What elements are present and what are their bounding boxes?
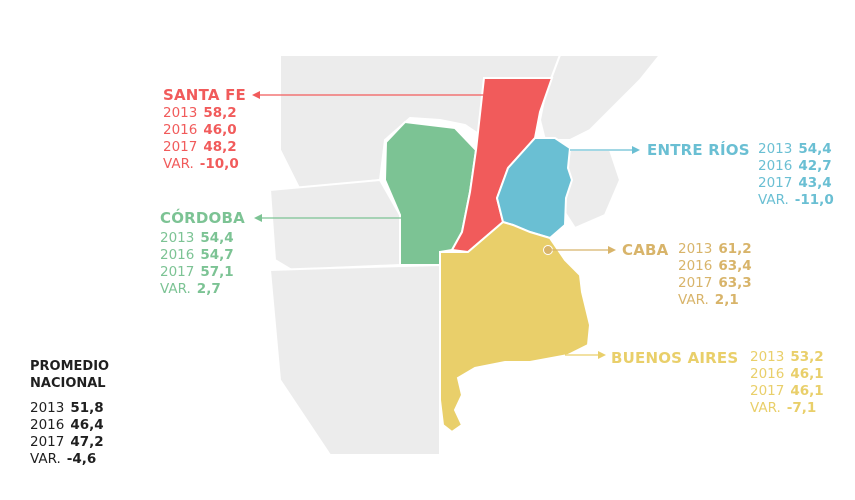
national-value: 47,2 [70,434,104,450]
entre-rios-year: 2016 [758,158,793,174]
santa-fe-row-2013: 2013 58,2 [163,105,239,122]
entre-rios-row-var: VAR. -11,0 [758,192,834,209]
cordoba-year: 2013 [160,230,195,246]
caba-row-2017: 2017 63,3 [678,275,752,292]
buenos-aires-year: 2016 [750,366,785,382]
national-year: VAR. [30,451,61,467]
entre-rios-year: 2013 [758,141,793,157]
cordoba-title: CÓRDOBA [160,209,245,227]
national-average-title: PROMEDIO NACIONAL [30,359,110,391]
santa-fe-year: 2016 [163,122,198,138]
entre-rios-row-2017: 2017 43,4 [758,175,834,192]
santa-fe-row-2017: 2017 48,2 [163,139,239,156]
leader-lines [252,91,640,359]
entre-rios-row-2016: 2016 42,7 [758,158,834,175]
cordoba-year: 2017 [160,264,195,280]
entre-rios-year: 2017 [758,175,793,191]
national-value: -4,6 [66,451,97,467]
santa-fe-title: SANTA FE [163,86,246,104]
buenos-aires-value: 53,2 [790,349,824,365]
buenos-aires-year: VAR. [750,400,781,416]
buenos-aires-arrowhead [598,351,606,359]
entre-rios-value: 43,4 [798,175,832,191]
northeast-region [539,54,661,141]
santa-fe-arrowhead [252,91,260,99]
cordoba-value: 57,1 [200,264,234,280]
buenos-aires-row-var: VAR. -7,1 [750,400,824,417]
caba-value: 63,4 [718,258,752,274]
caba-arrowhead [608,246,616,254]
buenos-aires-year: 2017 [750,383,785,399]
national-value: 51,8 [70,400,104,416]
entre-rios-year: VAR. [758,192,789,208]
cordoba-arrowhead [254,214,262,222]
cordoba-value: 2,7 [196,281,221,297]
buenos-aires-year: 2013 [750,349,785,365]
buenos-aires-row-2016: 2016 46,1 [750,366,824,383]
santa-fe-value: 58,2 [203,105,237,121]
national-year: 2017 [30,434,65,450]
caba-year: VAR. [678,292,709,308]
buenos-aires-row-2013: 2013 53,2 [750,349,824,366]
cordoba-value: 54,4 [200,230,234,246]
buenos-aires-row-2017: 2017 46,1 [750,383,824,400]
cordoba-row-2017: 2017 57,1 [160,264,234,281]
caba-value: 2,1 [714,292,739,308]
entre-rios-row-2013: 2013 54,4 [758,141,834,158]
santa-fe-stats: 2013 58,2 2016 46,0 2017 48,2 VAR. -10,0 [163,105,239,173]
national-year: 2013 [30,400,65,416]
buenos-aires-region [439,220,592,434]
caba-marker [543,245,553,255]
national-row-var: VAR. -4,6 [30,451,104,468]
caba-year: 2013 [678,241,713,257]
santa-fe-row-2016: 2016 46,0 [163,122,239,139]
caba-stats: 2013 61,2 2016 63,4 2017 63,3 VAR. 2,1 [678,241,752,309]
entre-rios-title: ENTRE RÍOS [647,141,750,159]
caba-row-2016: 2016 63,4 [678,258,752,275]
cordoba-value: 54,7 [200,247,234,263]
entre-rios-value: 42,7 [798,158,832,174]
buenos-aires-title: BUENOS AIRES [611,349,739,367]
cordoba-row-2016: 2016 54,7 [160,247,234,264]
entre-rios-region [495,137,574,240]
buenos-aires-value: 46,1 [790,383,824,399]
cordoba-year: 2016 [160,247,195,263]
entre-rios-value: 54,4 [798,141,832,157]
santa-fe-year: VAR. [163,156,194,172]
caba-value: 63,3 [718,275,752,291]
entre-rios-stats: 2013 54,4 2016 42,7 2017 43,4 VAR. -11,0 [758,141,834,209]
buenos-aires-value: 46,1 [790,366,824,382]
caba-title: CABA [622,241,669,259]
santa-fe-year: 2017 [163,139,198,155]
santa-fe-year: 2013 [163,105,198,121]
national-value: 46,4 [70,417,104,433]
southwest-region [269,264,441,456]
entre-rios-value: -11,0 [794,192,834,208]
national-row-2017: 2017 47,2 [30,434,104,451]
caba-row-var: VAR. 2,1 [678,292,752,309]
santa-fe-value: 46,0 [203,122,237,138]
santa-fe-value: -10,0 [199,156,239,172]
cordoba-row-var: VAR. 2,7 [160,281,234,298]
santa-fe-row-var: VAR. -10,0 [163,156,239,173]
cordoba-stats: 2013 54,4 2016 54,7 2017 57,1 VAR. 2,7 [160,230,234,298]
santa-fe-value: 48,2 [203,139,237,155]
national-row-2013: 2013 51,8 [30,400,104,417]
caba-year: 2017 [678,275,713,291]
national-average-stats: 2013 51,8 2016 46,4 2017 47,2 VAR. -4,6 [30,400,104,468]
cordoba-year: VAR. [160,281,191,297]
caba-year: 2016 [678,258,713,274]
buenos-aires-value: -7,1 [786,400,817,416]
buenos-aires-stats: 2013 53,2 2016 46,1 2017 46,1 VAR. -7,1 [750,349,824,417]
caba-row-2013: 2013 61,2 [678,241,752,258]
cordoba-row-2013: 2013 54,4 [160,230,234,247]
caba-value: 61,2 [718,241,752,257]
national-row-2016: 2016 46,4 [30,417,104,434]
national-year: 2016 [30,417,65,433]
west-region [269,179,401,276]
entre-rios-arrowhead [632,146,640,154]
